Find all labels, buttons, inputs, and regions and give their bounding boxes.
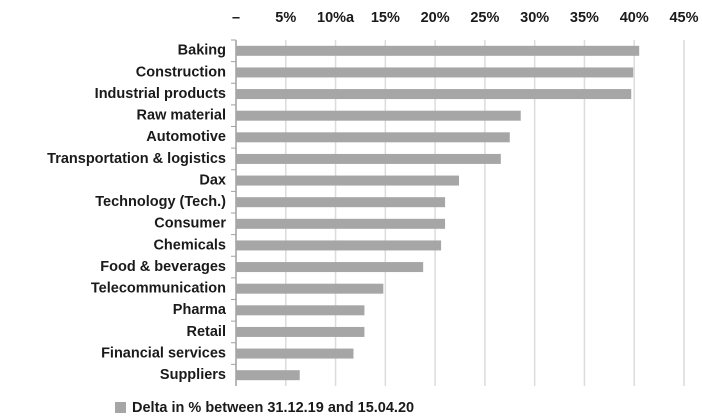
- x-tick-label: –: [232, 10, 240, 26]
- x-tick-label: 5%: [275, 10, 296, 26]
- bar: [236, 89, 632, 100]
- y-tick-label: Technology (Tech.): [95, 194, 226, 210]
- x-tick-label: 35%: [570, 10, 599, 26]
- bar: [236, 132, 510, 143]
- y-tick-label: Consumer: [154, 216, 226, 232]
- x-tick-label: 15%: [371, 10, 400, 26]
- bar: [236, 348, 354, 359]
- x-tick-label: 10%a: [317, 10, 355, 26]
- y-tick-label: Financial services: [101, 345, 226, 361]
- legend-label: Delta in % between 31.12.19 and 15.04.20: [132, 400, 414, 416]
- y-tick-label: Pharma: [173, 302, 227, 318]
- bar: [236, 283, 384, 294]
- y-tick-label: Chemicals: [153, 237, 226, 253]
- y-tick-label: Automotive: [146, 129, 226, 145]
- y-tick-label: Transportation & logistics: [47, 151, 226, 167]
- bar: [236, 326, 365, 337]
- x-tick-label: 20%: [421, 10, 450, 26]
- y-tick-label: Dax: [199, 172, 226, 188]
- y-tick-label: Raw material: [137, 108, 226, 124]
- x-tick-label: 40%: [620, 10, 649, 26]
- y-tick-label: Food & beverages: [100, 259, 226, 275]
- bar: [236, 175, 460, 186]
- y-tick-label: Construction: [136, 64, 226, 80]
- bar: [236, 218, 446, 229]
- x-tick-label: 45%: [669, 10, 698, 26]
- bar: [236, 45, 640, 56]
- bar: [236, 262, 424, 273]
- bar: [236, 153, 501, 164]
- y-tick-label: Retail: [187, 324, 227, 340]
- bar: [236, 370, 300, 381]
- legend-swatch: [115, 402, 126, 413]
- bar: [236, 240, 442, 251]
- x-tick-label: 30%: [520, 10, 549, 26]
- y-tick-label: Telecommunication: [91, 281, 226, 297]
- y-tick-label: Baking: [178, 43, 226, 59]
- bar: [236, 305, 365, 316]
- bar: [236, 110, 521, 121]
- y-tick-label: Industrial products: [95, 86, 226, 102]
- y-tick-label: Suppliers: [160, 367, 226, 383]
- bar: [236, 197, 446, 208]
- bar: [236, 67, 634, 78]
- x-tick-label: 25%: [470, 10, 499, 26]
